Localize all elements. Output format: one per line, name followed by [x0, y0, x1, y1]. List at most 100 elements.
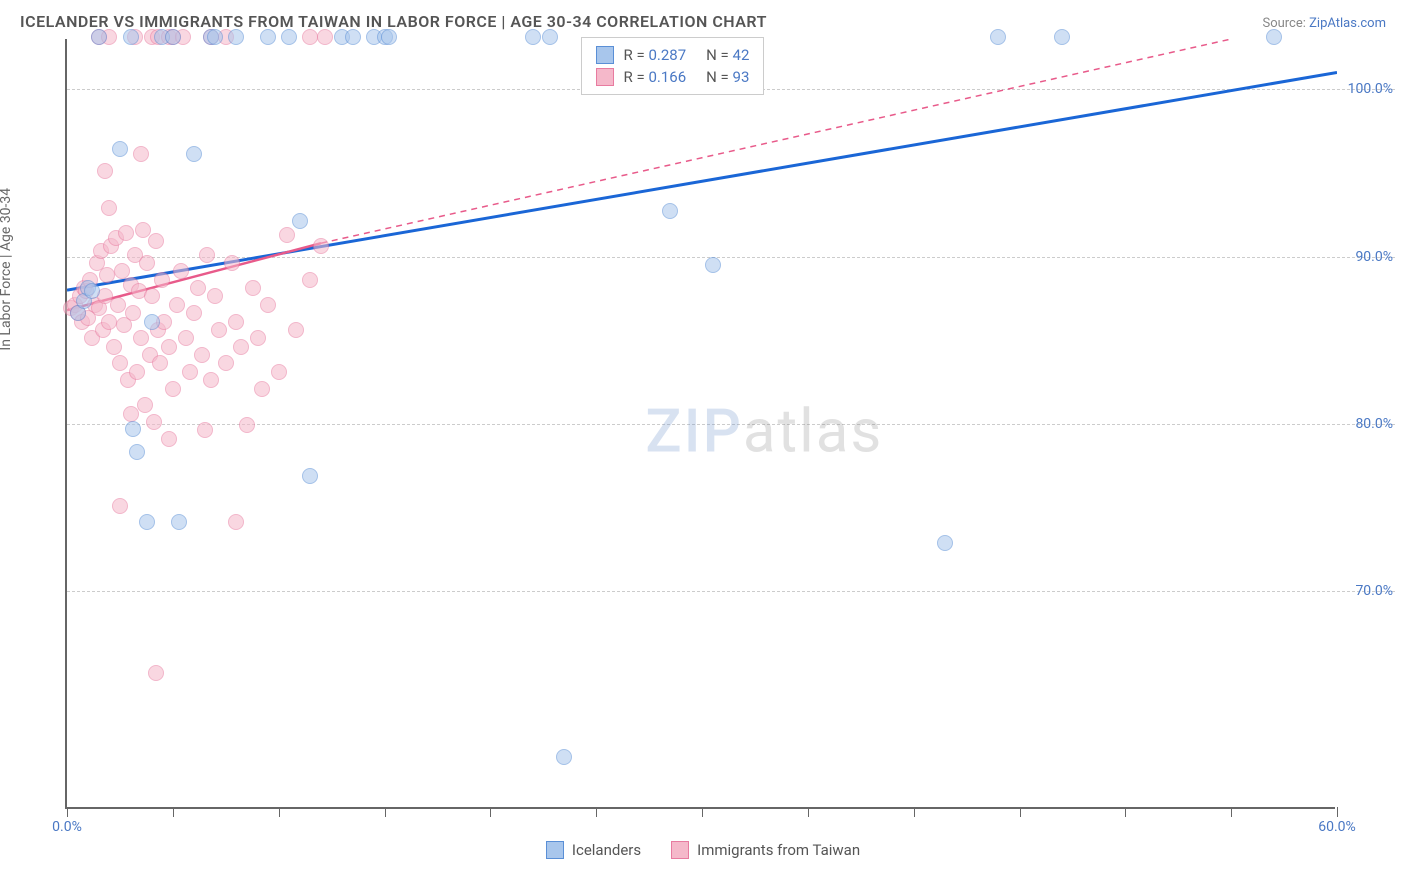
data-point — [91, 29, 107, 45]
x-tick-mark — [1020, 807, 1021, 817]
watermark: ZIPatlas — [645, 395, 883, 466]
data-point — [123, 29, 139, 45]
data-point — [228, 29, 244, 45]
data-point — [381, 29, 397, 45]
x-tick-mark — [1231, 807, 1232, 817]
data-point — [178, 330, 194, 346]
data-point — [199, 247, 215, 263]
y-tick-label: 90.0% — [1355, 249, 1393, 265]
legend: Icelanders Immigrants from Taiwan — [0, 841, 1406, 859]
scatter-plot: 70.0%80.0%90.0%100.0%0.0%60.0%ZIPatlasR … — [65, 39, 1335, 809]
gridline-h — [67, 591, 1395, 592]
data-point — [542, 29, 558, 45]
data-point — [207, 29, 223, 45]
data-point — [233, 339, 249, 355]
data-point — [97, 163, 113, 179]
series-swatch — [596, 46, 614, 64]
data-point — [292, 213, 308, 229]
gridline-h — [67, 257, 1395, 258]
y-axis-label: In Labor Force | Age 30-34 — [0, 188, 14, 351]
data-point — [250, 330, 266, 346]
data-point — [84, 283, 100, 299]
data-point — [106, 339, 122, 355]
legend-swatch — [546, 841, 564, 859]
data-point — [112, 498, 128, 514]
data-point — [194, 347, 210, 363]
data-point — [218, 355, 234, 371]
y-tick-label: 100.0% — [1348, 81, 1393, 97]
data-point — [186, 305, 202, 321]
r-label: R = 0.166 — [624, 68, 687, 86]
data-point — [279, 227, 295, 243]
x-tick-label: 60.0% — [1318, 819, 1356, 835]
data-point — [207, 288, 223, 304]
data-point — [345, 29, 361, 45]
x-tick-mark — [279, 807, 280, 817]
data-point — [99, 267, 115, 283]
data-point — [112, 141, 128, 157]
data-point — [152, 355, 168, 371]
data-point — [197, 422, 213, 438]
data-point — [125, 305, 141, 321]
series-swatch — [596, 68, 614, 86]
data-point — [313, 238, 329, 254]
source-link[interactable]: ZipAtlas.com — [1309, 16, 1386, 31]
data-point — [154, 272, 170, 288]
x-tick-mark — [67, 807, 68, 817]
data-point — [705, 257, 721, 273]
x-tick-mark — [173, 807, 174, 817]
legend-item: Icelanders — [546, 841, 641, 859]
stats-row: R = 0.166 N = 93 — [596, 66, 750, 88]
data-point — [148, 233, 164, 249]
x-tick-mark — [490, 807, 491, 817]
data-point — [990, 29, 1006, 45]
data-point — [129, 364, 145, 380]
data-point — [302, 272, 318, 288]
x-tick-mark — [914, 807, 915, 817]
data-point — [281, 29, 297, 45]
legend-label: Icelanders — [572, 841, 641, 859]
data-point — [190, 280, 206, 296]
data-point — [1266, 29, 1282, 45]
n-label: N = 93 — [706, 68, 749, 86]
data-point — [239, 417, 255, 433]
data-point — [139, 514, 155, 530]
data-point — [260, 297, 276, 313]
data-point — [146, 414, 162, 430]
x-tick-mark — [596, 807, 597, 817]
legend-item: Immigrants from Taiwan — [671, 841, 860, 859]
data-point — [161, 431, 177, 447]
data-point — [245, 280, 261, 296]
data-point — [186, 146, 202, 162]
data-point — [302, 29, 318, 45]
chart-area: In Labor Force | Age 30-34 70.0%80.0%90.… — [20, 39, 1386, 809]
data-point — [123, 406, 139, 422]
data-point — [101, 200, 117, 216]
data-point — [133, 146, 149, 162]
data-point — [133, 330, 149, 346]
data-point — [317, 29, 333, 45]
x-tick-mark — [1337, 807, 1338, 817]
x-tick-mark — [808, 807, 809, 817]
data-point — [129, 444, 145, 460]
data-point — [525, 29, 541, 45]
legend-swatch — [671, 841, 689, 859]
chart-title: ICELANDER VS IMMIGRANTS FROM TAIWAN IN L… — [20, 12, 767, 31]
data-point — [1054, 29, 1070, 45]
y-tick-label: 70.0% — [1355, 583, 1393, 599]
data-point — [254, 381, 270, 397]
data-point — [228, 314, 244, 330]
data-point — [271, 364, 287, 380]
data-point — [165, 29, 181, 45]
stats-box: R = 0.287N = 42 R = 0.166 N = 93 — [581, 37, 765, 95]
data-point — [112, 355, 128, 371]
data-point — [260, 29, 276, 45]
data-point — [169, 297, 185, 313]
data-point — [228, 514, 244, 530]
gridline-h — [67, 424, 1395, 425]
x-tick-mark — [702, 807, 703, 817]
data-point — [165, 381, 181, 397]
data-point — [144, 288, 160, 304]
stats-row: R = 0.287N = 42 — [596, 44, 750, 66]
data-point — [161, 339, 177, 355]
